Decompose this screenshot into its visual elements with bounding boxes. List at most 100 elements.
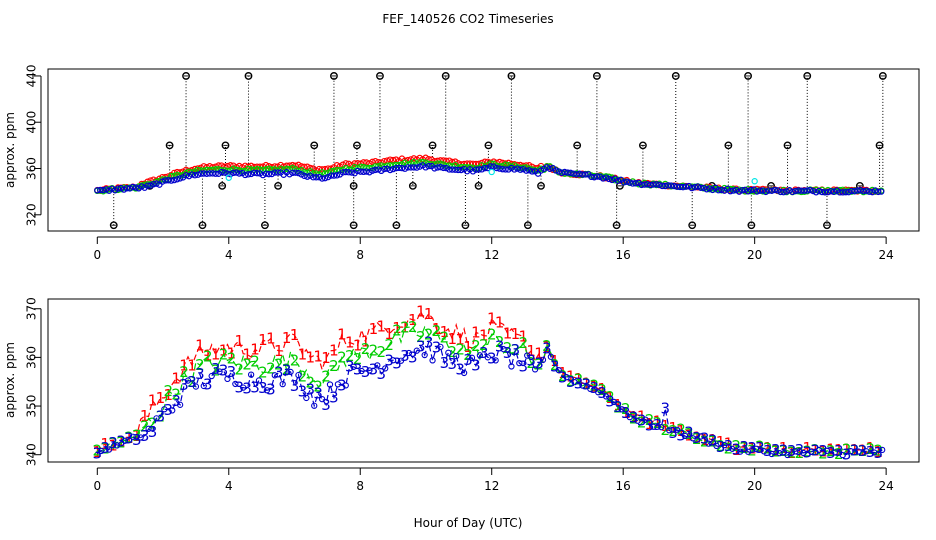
bottom-series-circle-3 [863, 448, 870, 455]
bottom-series-marker-2: 2 [337, 349, 347, 367]
top-point-s3 [313, 174, 320, 181]
x-tick-label: 12 [484, 479, 499, 493]
bottom-series-marker-3: 3 [747, 439, 757, 457]
bottom-series-marker-3: 3 [692, 429, 702, 447]
bottom-series-circle-3 [547, 353, 555, 360]
top-flag-point [182, 72, 190, 80]
top-point-s3 [363, 168, 370, 175]
bottom-series-marker-2: 2 [668, 422, 678, 440]
top-point-s1 [289, 161, 296, 169]
bottom-series-marker-3: 3 [684, 424, 694, 442]
bottom-series-marker-2: 2 [392, 321, 402, 339]
top-point-s3 [315, 173, 323, 181]
top-point-s3 [360, 168, 367, 176]
top-point-s3 [342, 168, 349, 176]
bottom-series-marker-1: 1 [479, 327, 489, 345]
bottom-series-marker-1: 1 [329, 342, 339, 360]
top-point-s3 [727, 187, 734, 195]
top-point-s3 [561, 168, 568, 176]
bottom-y-axis-label: approx. ppm [3, 342, 17, 418]
top-point-s3 [369, 167, 376, 174]
top-point-s3 [644, 180, 651, 188]
bottom-series-marker-3: 3 [116, 433, 126, 451]
top-flag-point [612, 221, 621, 230]
bottom-series-circle-3 [460, 369, 468, 377]
bottom-series-circle-3 [784, 451, 791, 459]
bottom-series-marker-1: 1 [873, 443, 883, 461]
top-point-s3 [824, 188, 832, 196]
top-point-s2 [736, 186, 743, 193]
top-point-s3 [449, 166, 456, 173]
bottom-series-marker-2: 2 [164, 382, 174, 400]
figure-title: FEF_140526 CO2 Timeseries [382, 12, 553, 26]
top-point-s3 [795, 187, 802, 194]
bottom-series-marker-2: 2 [179, 363, 189, 381]
bottom-series-circle-3 [358, 367, 365, 375]
top-point-s3 [688, 184, 696, 192]
top-point-s3 [523, 167, 530, 174]
bottom-series-circle-3 [634, 417, 641, 424]
bottom-series-circle-3 [413, 347, 420, 354]
top-point-s3 [330, 172, 338, 179]
top-flag-point [349, 221, 358, 230]
top-point-s3 [434, 164, 441, 171]
bottom-series-marker-2: 2 [235, 360, 245, 378]
bottom-series-circle-3 [429, 357, 436, 364]
bottom-series-circle-3 [468, 354, 476, 361]
bottom-series-marker-1: 1 [597, 380, 607, 398]
top-point-s3 [321, 174, 329, 182]
bottom-series-marker-3: 3 [763, 442, 773, 460]
top-point-s3 [230, 169, 237, 177]
bottom-series-marker-1: 1 [700, 431, 710, 449]
bottom-series-circle-3 [445, 349, 452, 356]
top-point-s3 [703, 186, 710, 193]
bottom-series-marker-2: 2 [511, 341, 521, 359]
top-point-s3 [670, 182, 678, 190]
bottom-series-marker-2: 2 [471, 337, 481, 355]
top-point-s3 [632, 180, 639, 187]
bottom-series-marker-2: 2 [345, 347, 355, 365]
bottom-series-circle-3 [295, 371, 302, 379]
bottom-series-marker-1: 1 [164, 386, 174, 404]
top-point-s1 [318, 166, 326, 173]
top-flag-point [474, 181, 483, 190]
bottom-series-circle-3 [713, 442, 720, 450]
bottom-series-marker-3: 3 [810, 441, 820, 459]
bottom-series-marker-3: 3 [503, 344, 513, 362]
bottom-series-marker-1: 1 [668, 419, 678, 437]
bottom-series-marker-1: 1 [731, 441, 741, 459]
top-point-s3 [493, 164, 500, 172]
top-point-s3 [517, 166, 524, 173]
bottom-series-marker-2: 2 [171, 385, 181, 403]
top-point-s2 [262, 166, 270, 173]
bottom-series-marker-2: 2 [408, 318, 418, 336]
bottom-series-marker-1: 1 [834, 441, 844, 459]
top-point-s3 [159, 178, 166, 185]
bottom-series-circle-3 [200, 382, 207, 390]
top-point-s3 [792, 187, 799, 195]
bottom-series-marker-1: 1 [692, 428, 702, 446]
top-point-s3 [431, 165, 438, 172]
top-point-s3 [176, 175, 184, 182]
top-point-s3 [570, 170, 577, 177]
top-point-s3 [357, 168, 364, 175]
bottom-series-marker-2: 2 [834, 445, 844, 463]
top-point-s3 [250, 169, 258, 176]
top-point-s2 [363, 164, 370, 172]
bottom-series-marker-3: 3 [566, 373, 576, 391]
top-point-s3 [812, 189, 820, 196]
bottom-series-circle-3 [208, 372, 215, 380]
top-point-s3 [650, 181, 657, 188]
bottom-series-circle-3 [224, 375, 231, 383]
bottom-series-marker-2: 2 [266, 360, 276, 378]
bottom-series-marker-1: 1 [424, 305, 434, 323]
x-tick-label: 8 [356, 248, 364, 262]
top-flag-point [507, 72, 516, 80]
top-point-s3 [304, 173, 311, 180]
top-point-s3 [224, 170, 231, 177]
bottom-series-circle-3 [760, 448, 768, 455]
top-point-s3 [153, 180, 160, 187]
bottom-series-marker-2: 2 [148, 414, 158, 432]
top-point-s3 [173, 176, 181, 183]
bottom-series-circle-3 [768, 450, 775, 458]
